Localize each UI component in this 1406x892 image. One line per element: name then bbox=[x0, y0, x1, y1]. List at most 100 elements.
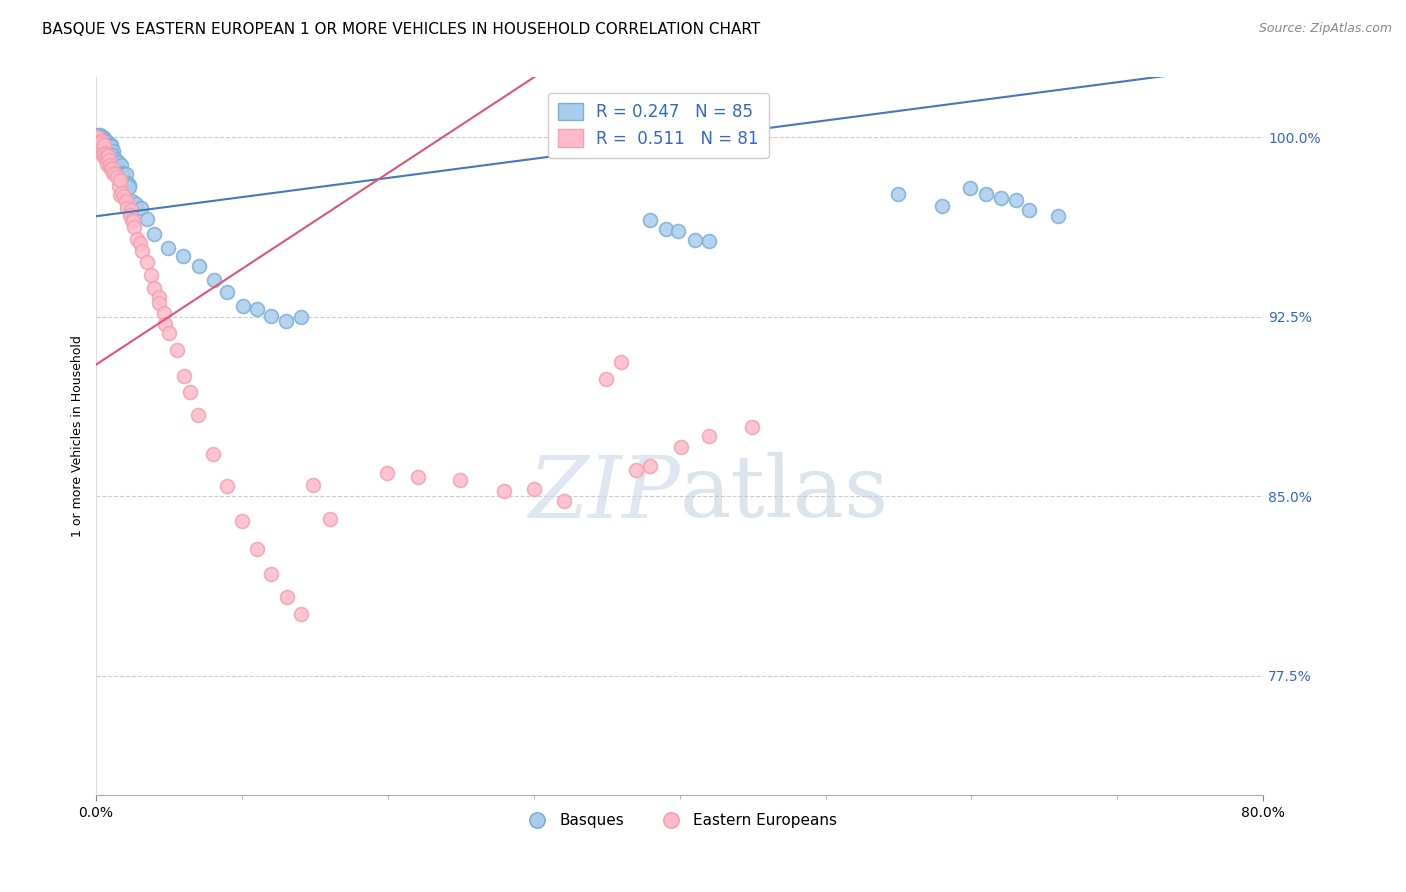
Point bbox=[86, 128, 108, 142]
Point bbox=[202, 447, 225, 461]
Point bbox=[107, 161, 129, 176]
Point bbox=[125, 232, 148, 246]
Point bbox=[523, 482, 546, 496]
Point bbox=[91, 131, 114, 145]
Point bbox=[91, 132, 114, 146]
Point bbox=[90, 130, 112, 145]
Point bbox=[129, 202, 152, 216]
Point bbox=[87, 129, 110, 144]
Point bbox=[669, 440, 692, 454]
Point bbox=[107, 155, 129, 169]
Point bbox=[290, 607, 312, 622]
Point bbox=[101, 162, 124, 177]
Y-axis label: 1 or more Vehicles in Household: 1 or more Vehicles in Household bbox=[72, 335, 84, 537]
Point bbox=[103, 145, 125, 159]
Point bbox=[104, 167, 127, 181]
Point bbox=[105, 157, 128, 171]
Point bbox=[89, 134, 111, 148]
Point bbox=[87, 131, 110, 145]
Point bbox=[157, 241, 180, 255]
Point bbox=[276, 590, 298, 604]
Point bbox=[87, 131, 110, 145]
Point bbox=[124, 220, 146, 235]
Point bbox=[100, 139, 122, 153]
Point bbox=[135, 212, 157, 227]
Point bbox=[90, 142, 112, 156]
Point bbox=[111, 166, 134, 180]
Point bbox=[232, 300, 254, 314]
Point bbox=[89, 136, 111, 150]
Point bbox=[187, 259, 209, 273]
Point bbox=[96, 156, 118, 170]
Point bbox=[118, 178, 141, 192]
Point bbox=[118, 179, 141, 194]
Point bbox=[96, 140, 118, 154]
Point bbox=[86, 130, 108, 145]
Point bbox=[91, 135, 114, 149]
Point bbox=[110, 158, 132, 172]
Point bbox=[697, 429, 720, 443]
Point bbox=[105, 169, 128, 184]
Point bbox=[108, 173, 131, 187]
Point bbox=[87, 132, 110, 146]
Point bbox=[143, 280, 166, 294]
Point bbox=[129, 235, 152, 250]
Point bbox=[610, 355, 633, 369]
Point bbox=[100, 161, 122, 176]
Point bbox=[697, 234, 720, 248]
Point bbox=[683, 233, 706, 247]
Point bbox=[121, 213, 143, 227]
Text: atlas: atlas bbox=[679, 452, 889, 535]
Point bbox=[96, 143, 118, 157]
Point bbox=[98, 141, 121, 155]
Point bbox=[624, 463, 647, 477]
Text: BASQUE VS EASTERN EUROPEAN 1 OR MORE VEHICLES IN HOUSEHOLD CORRELATION CHART: BASQUE VS EASTERN EUROPEAN 1 OR MORE VEH… bbox=[42, 22, 761, 37]
Point bbox=[136, 255, 159, 269]
Point bbox=[107, 178, 129, 193]
Point bbox=[959, 180, 981, 194]
Point bbox=[179, 384, 201, 399]
Point bbox=[741, 419, 763, 434]
Point bbox=[96, 135, 118, 149]
Point bbox=[87, 136, 110, 150]
Point bbox=[86, 130, 108, 145]
Point bbox=[90, 142, 112, 156]
Point bbox=[93, 129, 115, 144]
Point bbox=[245, 542, 267, 557]
Point bbox=[118, 208, 141, 222]
Point bbox=[139, 268, 162, 282]
Point bbox=[231, 514, 253, 528]
Point bbox=[87, 142, 110, 156]
Point bbox=[166, 343, 188, 357]
Point bbox=[89, 132, 111, 146]
Point bbox=[1047, 209, 1070, 223]
Point bbox=[98, 142, 121, 156]
Point bbox=[406, 470, 429, 484]
Point bbox=[974, 186, 997, 201]
Point bbox=[117, 176, 139, 190]
Point bbox=[89, 136, 111, 151]
Point bbox=[93, 148, 115, 162]
Point bbox=[125, 197, 148, 211]
Point bbox=[89, 135, 111, 149]
Point bbox=[217, 285, 239, 299]
Point bbox=[114, 167, 136, 181]
Point bbox=[96, 149, 118, 163]
Point bbox=[259, 309, 281, 323]
Point bbox=[98, 153, 121, 167]
Point bbox=[98, 159, 121, 173]
Point bbox=[94, 134, 117, 148]
Point bbox=[93, 133, 115, 147]
Point bbox=[100, 138, 122, 153]
Point bbox=[318, 512, 340, 526]
Point bbox=[173, 368, 195, 383]
Point bbox=[172, 249, 194, 263]
Point bbox=[187, 409, 209, 423]
Point bbox=[97, 139, 120, 153]
Point bbox=[215, 479, 238, 493]
Point bbox=[259, 567, 281, 582]
Point bbox=[111, 186, 134, 200]
Point bbox=[449, 474, 471, 488]
Point bbox=[931, 199, 953, 213]
Point bbox=[94, 135, 117, 149]
